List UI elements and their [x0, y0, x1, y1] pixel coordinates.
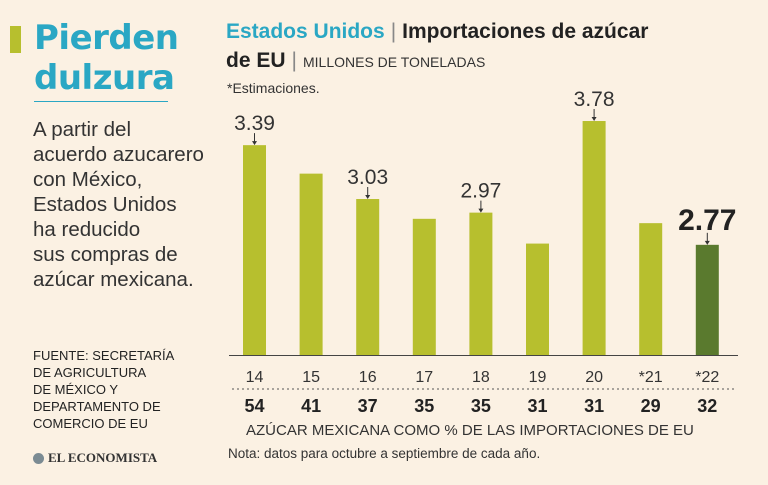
intro-line: acuerdo azucarero — [33, 143, 204, 166]
x-tick-label: 17 — [415, 369, 433, 386]
percent-value: 37 — [358, 396, 378, 416]
bar — [412, 218, 436, 355]
percent-value: 35 — [471, 396, 491, 416]
intro-line: ha reducido — [33, 218, 141, 241]
estimates-note: *Estimaciones. — [227, 80, 320, 96]
country-label: Estados Unidos — [226, 20, 385, 43]
x-tick-label: *21 — [639, 369, 663, 386]
x-tick-label: 14 — [246, 369, 264, 386]
intro-line: con México, — [33, 168, 143, 191]
data-label: 2.97 — [460, 180, 501, 203]
bar — [356, 199, 380, 355]
brand-name: EL ECONOMISTA — [48, 450, 158, 465]
value-leader-arrow — [704, 240, 710, 245]
headline-line: Pierden — [34, 18, 179, 58]
footnote: Nota: datos para octubre a septiembre de… — [228, 446, 541, 461]
bar — [526, 243, 549, 355]
x-tick-label: 19 — [529, 369, 547, 386]
accent-bar — [10, 26, 21, 53]
source-line: DE AGRICULTURA — [33, 365, 147, 380]
source-credit: FUENTE: SECRETARÍA DE AGRICULTURA DE MÉX… — [33, 347, 213, 432]
value-leader-arrow — [252, 141, 257, 146]
percent-caption: AZÚCAR MEXICANA COMO % DE LAS IMPORTACIO… — [246, 422, 694, 439]
bar — [299, 173, 323, 355]
percent-value: 41 — [301, 396, 321, 416]
percent-value: 54 — [244, 396, 264, 416]
brand-logo: EL ECONOMISTA — [33, 450, 157, 466]
units-label: MILLONES DE TONELADAS — [302, 54, 486, 70]
percent-value: 31 — [527, 396, 547, 416]
intro-line: A partir del — [33, 118, 131, 141]
title-separator: | — [390, 20, 397, 43]
chart-title: Estados Unidos | Importaciones de azúcar — [226, 20, 648, 44]
percent-value: 35 — [414, 396, 434, 416]
bar — [639, 223, 663, 355]
bar — [469, 212, 493, 355]
bar — [243, 145, 266, 355]
intro-text: A partir del acuerdo azucarero con Méxic… — [33, 117, 218, 292]
title-part-a: Importaciones de azúcar — [402, 20, 649, 43]
title-part-b: de EU — [226, 49, 286, 72]
value-leader-arrow — [478, 208, 484, 213]
sidebar: Pierden dulzura A partir del acuerdo azu… — [0, 0, 215, 485]
source-line: FUENTE: SECRETARÍA — [33, 348, 175, 363]
brand-mark-icon — [33, 452, 44, 464]
intro-line: sus compras de — [33, 243, 178, 266]
data-label: 3.78 — [574, 88, 615, 111]
source-line: COMERCIO DE EU — [33, 416, 148, 431]
x-tick-label: 20 — [585, 369, 603, 386]
x-tick-label: 18 — [472, 369, 490, 386]
headline-line: dulzura — [34, 58, 175, 98]
data-label: 3.39 — [234, 112, 275, 135]
x-tick-label: 15 — [302, 369, 320, 386]
headline: Pierden dulzura — [34, 18, 179, 98]
data-label: 2.77 — [678, 204, 736, 237]
intro-line: Estados Unidos — [33, 193, 177, 216]
bar — [695, 244, 719, 355]
value-leader-arrow — [365, 195, 371, 200]
value-leader-arrow — [591, 117, 597, 122]
bar — [582, 121, 606, 355]
x-tick-label: *22 — [695, 369, 719, 386]
chart-title-line2: de EU | MILLONES DE TONELADAS — [226, 49, 485, 73]
headline-rule — [34, 101, 168, 102]
title-separator: | — [291, 49, 297, 72]
data-label: 3.03 — [347, 166, 388, 189]
percent-value: 29 — [641, 396, 661, 416]
source-line: DE MÉXICO Y — [33, 382, 119, 397]
percent-value: 32 — [697, 396, 717, 416]
intro-line: azúcar mexicana. — [33, 268, 194, 291]
x-tick-label: 16 — [359, 369, 377, 386]
source-line: DEPARTAMENTO DE — [33, 399, 161, 414]
percent-value: 31 — [584, 396, 604, 416]
